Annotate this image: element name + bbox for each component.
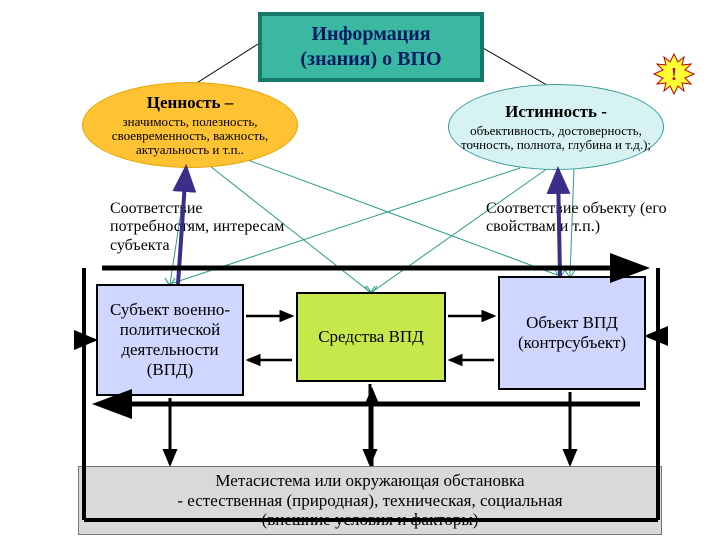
means-block-label: Средства ВПД <box>318 327 424 347</box>
meta-line3: (внешние условия и факторы) <box>262 510 479 529</box>
value-ellipse-body: значимость, полезность, своевременность,… <box>89 115 291 158</box>
value-ellipse-title: Ценность – <box>147 93 234 113</box>
attention-burst-label: ! <box>671 64 677 84</box>
subject-block: Субъект военно-политической деятельности… <box>96 284 244 396</box>
meta-line1: Метасистема или окружающая обстановка <box>215 471 524 490</box>
top-info-box: Информация (знания) о ВПО <box>258 12 484 82</box>
truth-ellipse-body: объективность, достоверность, точность, … <box>455 124 657 153</box>
means-block: Средства ВПД <box>296 292 446 382</box>
attention-burst-svg: ! <box>650 50 698 98</box>
object-block-label: Объект ВПД (контрсубъект) <box>504 313 640 353</box>
note-left: Соответствие потребностям, интересам суб… <box>110 200 300 255</box>
meta-line2: - естественная (природная), техническая,… <box>177 491 562 510</box>
meta-box: Метасистема или окружающая обстановка - … <box>78 466 662 535</box>
truth-ellipse: Истинность - объективность, достоверност… <box>448 84 664 170</box>
note-right: Соответствие объекту (его свойствам и т.… <box>486 200 686 237</box>
truth-ellipse-title: Истинность - <box>505 102 607 122</box>
object-block: Объект ВПД (контрсубъект) <box>498 276 646 390</box>
top-line2: (знания) о ВПО <box>300 48 441 70</box>
subject-block-label: Субъект военно-политической деятельности… <box>102 300 238 380</box>
top-line1: Информация <box>311 23 430 45</box>
value-ellipse: Ценность – значимость, полезность, своев… <box>82 82 298 168</box>
